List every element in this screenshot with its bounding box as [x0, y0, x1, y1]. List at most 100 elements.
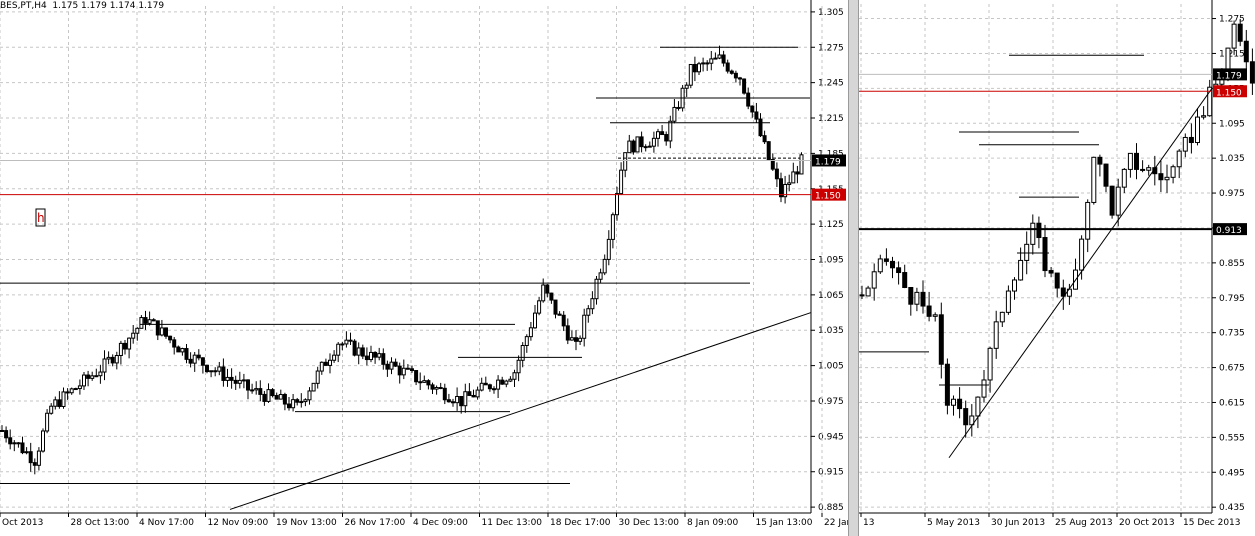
candle-body — [590, 298, 595, 310]
candle-body — [725, 62, 730, 72]
symbol-header: BES,PT,H4 1.175 1.179 1.174 1.179 — [0, 1, 165, 11]
candle-body — [908, 286, 914, 305]
candle-body — [1024, 243, 1030, 261]
candle-body — [1030, 222, 1036, 245]
candle-body — [241, 379, 246, 382]
y-tick-label: 1.305 — [818, 8, 844, 18]
chart-marker-box — [35, 208, 46, 227]
candle-body — [762, 135, 767, 143]
right-price-chart[interactable]: 1.2751.2151.1551.0951.0350.9750.9150.855… — [859, 0, 1255, 536]
candle-body — [0, 429, 4, 432]
candle-body — [1243, 40, 1249, 63]
candle-body — [90, 375, 95, 379]
left-chart-panel[interactable]: 1.3051.2751.2451.2151.1851.1551.1251.095… — [0, 0, 848, 536]
candle-body — [57, 399, 62, 407]
y-tick-label: 1.275 — [1219, 15, 1245, 25]
y-tick-label: 1.095 — [818, 256, 844, 266]
candle-body — [147, 319, 152, 324]
candle-body — [537, 300, 542, 314]
candle-body — [574, 337, 578, 342]
candle-body — [651, 137, 656, 147]
candle-body — [721, 54, 726, 64]
candle-body — [639, 136, 644, 148]
x-tick-label: 12 Nov 09:00 — [208, 518, 269, 528]
candle-body — [414, 370, 419, 383]
candle-body — [377, 353, 382, 358]
candle-body — [999, 311, 1005, 323]
candle-body — [533, 312, 537, 329]
candle-body — [287, 403, 291, 409]
candle-body — [217, 366, 222, 372]
candle-body — [20, 442, 25, 454]
candle-body — [246, 379, 250, 391]
candle-body — [557, 313, 562, 316]
candle-body — [512, 372, 517, 380]
candle-body — [1091, 156, 1097, 203]
candle-body — [987, 347, 993, 381]
y-tick-label: 0.615 — [1219, 398, 1245, 408]
candle-body — [746, 92, 751, 107]
candle-body — [463, 391, 468, 407]
candle-body — [278, 393, 283, 400]
candle-body — [209, 370, 214, 373]
candle-body — [877, 258, 883, 273]
candle-body — [336, 343, 341, 356]
candle-body — [606, 238, 611, 260]
y-tick-label: 1.035 — [1219, 154, 1245, 164]
candle-body — [492, 388, 496, 391]
candle-body — [578, 337, 583, 342]
x-tick-label: 22 Jan 17:00 — [824, 518, 848, 528]
candle-body — [196, 354, 201, 359]
candle-body — [791, 171, 796, 184]
y-tick-label: 0.495 — [1219, 468, 1245, 478]
x-tick-label: 30 Jun 2013 — [991, 518, 1045, 528]
candle-body — [77, 385, 82, 390]
candle-body — [205, 364, 209, 373]
x-tick-label: 26 Nov 17:00 — [345, 518, 406, 528]
candle-body — [127, 337, 132, 350]
candle-body — [434, 387, 439, 390]
candle-body — [779, 178, 783, 198]
candle-body — [1060, 287, 1066, 297]
candle-body — [758, 118, 763, 137]
x-tick-label: 11 Dec 13:00 — [482, 518, 543, 528]
right-chart-panel[interactable]: 1.2751.2151.1551.0951.0350.9750.9150.855… — [859, 0, 1255, 536]
candle-body — [504, 380, 509, 385]
y-tick-label: 1.065 — [818, 291, 844, 301]
candle-body — [323, 361, 328, 366]
candle-body — [65, 391, 70, 394]
candle-body — [274, 395, 279, 400]
candle-body — [615, 193, 619, 216]
candle-body — [890, 260, 895, 269]
x-tick-label: 20 Oct 2013 — [1119, 518, 1175, 528]
candle-body — [1085, 201, 1091, 240]
candle-body — [692, 63, 697, 73]
candle-body — [151, 319, 156, 322]
candle-body — [553, 299, 558, 315]
candle-body — [332, 354, 337, 361]
candle-body — [787, 182, 792, 185]
candle-body — [1176, 150, 1182, 168]
trend-line — [229, 312, 812, 510]
candle-body — [1012, 279, 1017, 292]
candle-body — [155, 320, 160, 336]
y-tick-label: 0.855 — [1219, 259, 1245, 269]
candle-body — [410, 368, 414, 372]
y-tick-label: 0.975 — [1219, 189, 1245, 199]
candle-body — [455, 395, 460, 404]
candle-body — [643, 146, 648, 149]
candle-body — [28, 451, 33, 464]
candle-body — [32, 462, 37, 466]
candle-body — [697, 63, 701, 73]
candle-body — [969, 415, 975, 426]
candle-body — [45, 412, 50, 432]
left-price-chart[interactable]: 1.3051.2751.2451.2151.1851.1551.1251.095… — [0, 0, 848, 536]
candle-body — [799, 154, 804, 175]
candle-body — [422, 380, 427, 383]
candle-body — [684, 84, 689, 89]
candle-body — [135, 327, 140, 334]
candle-body — [750, 105, 755, 113]
x-tick-label: 5 May 2013 — [927, 518, 980, 528]
candle-body — [24, 451, 29, 454]
panel-divider[interactable] — [848, 0, 859, 536]
